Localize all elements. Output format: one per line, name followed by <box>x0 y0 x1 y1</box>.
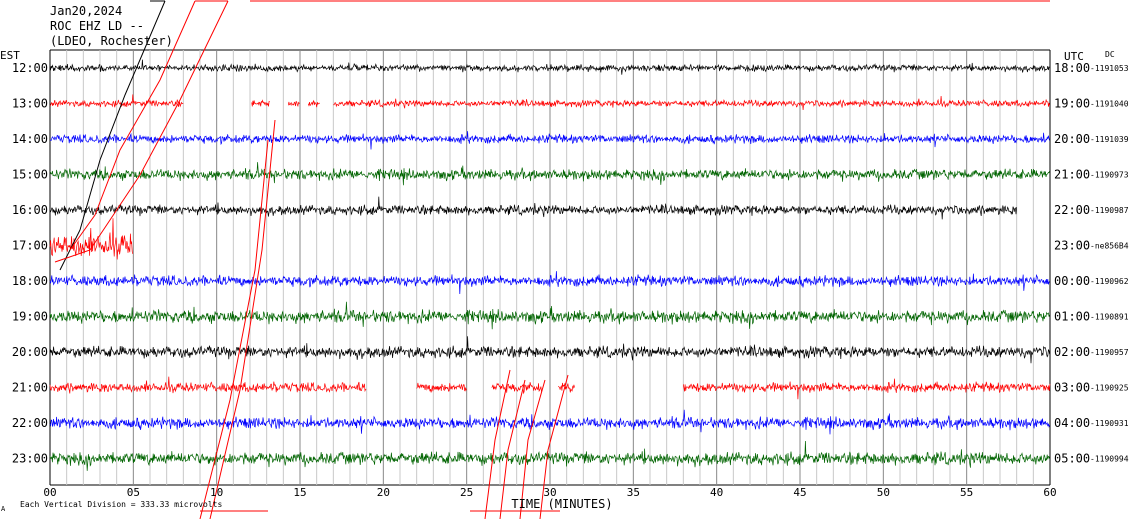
dc-offset-label-2: -1191039 <box>1090 135 1129 144</box>
dc-offset-label-6: -1190962 <box>1090 277 1129 286</box>
utc-label-0200: 02:00 <box>1054 345 1090 359</box>
trace-row-1700 <box>49 218 134 260</box>
trace-row-2100 <box>49 376 1051 400</box>
dc-offset-label-0: -1191053 <box>1090 64 1129 73</box>
utc-label-0100: 01:00 <box>1054 310 1090 324</box>
dc-offset-label-11: -1190994 <box>1090 455 1129 464</box>
footer-mark: A <box>1 505 6 513</box>
utc-label-0300: 03:00 <box>1054 381 1090 395</box>
footer-scale-note: Each Vertical Division = 333.33 microvol… <box>20 500 222 509</box>
trace-row-1400 <box>49 131 1050 150</box>
est-label-1200: 12:00 <box>12 61 48 75</box>
trace-segment-1-1 <box>251 99 270 107</box>
utc-label-1900: 19:00 <box>1054 97 1090 111</box>
x-axis-label: TIME (MINUTES) <box>511 497 612 511</box>
dc-offset-label-5: -ne856B4 <box>1090 242 1129 251</box>
seismic-traces <box>49 59 1051 471</box>
trace-segment-6-0 <box>49 271 1050 295</box>
est-label-1500: 15:00 <box>12 168 48 182</box>
trace-segment-4-0 <box>49 196 1017 220</box>
x-axis-tick-labels: 00 05 10 15 20 25 30 35 40 45 50 55 60 <box>43 486 1056 499</box>
right-column-code: DC <box>1105 50 1115 59</box>
est-label-1900: 19:00 <box>12 310 48 324</box>
trace-row-2300 <box>49 440 1050 471</box>
utc-label-1800: 18:00 <box>1054 61 1090 75</box>
est-label-2200: 22:00 <box>12 416 48 430</box>
trace-segment-5-0 <box>49 218 134 260</box>
est-label-1600: 16:00 <box>12 203 48 217</box>
est-label-1700: 17:00 <box>12 239 48 253</box>
utc-label-0000: 00:00 <box>1054 274 1090 288</box>
utc-label-2200: 22:00 <box>1054 203 1090 217</box>
dc-offset-label-4: -1190987 <box>1090 206 1129 215</box>
utc-label-0400: 04:00 <box>1054 416 1090 430</box>
trace-row-1600 <box>49 196 1017 220</box>
header-date: Jan20,2024 <box>50 4 122 18</box>
trace-segment-9-3 <box>558 382 575 393</box>
trace-segment-9-1 <box>416 382 467 393</box>
x-tick-label-60: 60 <box>1043 486 1056 499</box>
x-tick-label-35: 35 <box>627 486 640 499</box>
dc-offset-label-8: -1190957 <box>1090 348 1129 357</box>
est-label-1300: 13:00 <box>12 97 48 111</box>
dc-offset-label-10: -1190931 <box>1090 419 1129 428</box>
trace-segment-3-0 <box>49 162 1050 186</box>
trace-segment-2-0 <box>49 131 1050 150</box>
x-tick-label-15: 15 <box>293 486 306 499</box>
x-tick-label-40: 40 <box>710 486 723 499</box>
utc-hour-labels: 18:00 -1191053 19:00 -1191040 20:00 -1191039 2… <box>1054 61 1129 466</box>
trace-row-1800 <box>49 271 1050 295</box>
trace-segment-7-0 <box>49 301 1050 330</box>
trace-segment-1-0 <box>49 94 184 108</box>
utc-label-2300: 23:00 <box>1054 239 1090 253</box>
trace-segment-8-0 <box>49 336 1050 364</box>
trace-segment-1-2 <box>287 101 300 107</box>
dc-offset-label-7: -1190891 <box>1090 313 1129 322</box>
header-block: Jan20,2024 ROC EHZ LD -- (LDEO, Rocheste… <box>50 4 173 48</box>
minute-gridlines <box>66 50 1034 485</box>
trace-segment-1-4 <box>333 95 1051 111</box>
trace-row-2000 <box>49 336 1050 364</box>
x-tick-label-10: 10 <box>210 486 223 499</box>
header-station: ROC EHZ LD -- <box>50 19 144 33</box>
x-tick-label-25: 25 <box>460 486 473 499</box>
x-tick-label-05: 05 <box>127 486 140 499</box>
est-hour-labels: 12:00 13:00 14:00 15:00 16:00 17:00 18:00 19:00… <box>12 61 48 466</box>
right-timezone-label: UTC <box>1064 50 1084 63</box>
trace-row-1300 <box>49 94 1051 111</box>
x-tick-label-45: 45 <box>793 486 806 499</box>
header-network: (LDEO, Rochester) <box>50 34 173 48</box>
x-tick-label-55: 55 <box>960 486 973 499</box>
trace-segment-9-0 <box>49 376 367 394</box>
est-label-2100: 21:00 <box>12 381 48 395</box>
x-tick-label-30: 30 <box>543 486 556 499</box>
utc-label-2100: 21:00 <box>1054 168 1090 182</box>
est-label-2300: 23:00 <box>12 452 48 466</box>
x-tick-label-20: 20 <box>377 486 390 499</box>
trace-segment-9-4 <box>682 378 1051 400</box>
dc-offset-label-3: -1190973 <box>1090 171 1129 180</box>
trace-row-1200 <box>49 59 1050 75</box>
x-tick-label-00: 00 <box>43 486 56 499</box>
dc-offset-label-9: -1190925 <box>1090 384 1129 393</box>
utc-label-0500: 05:00 <box>1054 452 1090 466</box>
est-label-1400: 14:00 <box>12 132 48 146</box>
trace-segment-1-3 <box>307 99 320 108</box>
x-tick-label-50: 50 <box>877 486 890 499</box>
dc-offset-label-1: -1191040 <box>1090 100 1129 109</box>
trace-row-1900 <box>49 301 1050 330</box>
trace-segment-9-2 <box>491 382 542 395</box>
trace-row-1500 <box>49 162 1050 186</box>
est-label-1800: 18:00 <box>12 274 48 288</box>
trace-segment-0-0 <box>49 59 1050 75</box>
est-label-2000: 20:00 <box>12 345 48 359</box>
utc-label-2000: 20:00 <box>1054 132 1090 146</box>
trace-row-2200 <box>49 409 1050 435</box>
trace-segment-10-0 <box>49 409 1050 435</box>
left-timezone-label: EST <box>0 49 20 62</box>
trace-segment-11-0 <box>49 440 1050 471</box>
overlay-lines <box>54 0 1050 519</box>
